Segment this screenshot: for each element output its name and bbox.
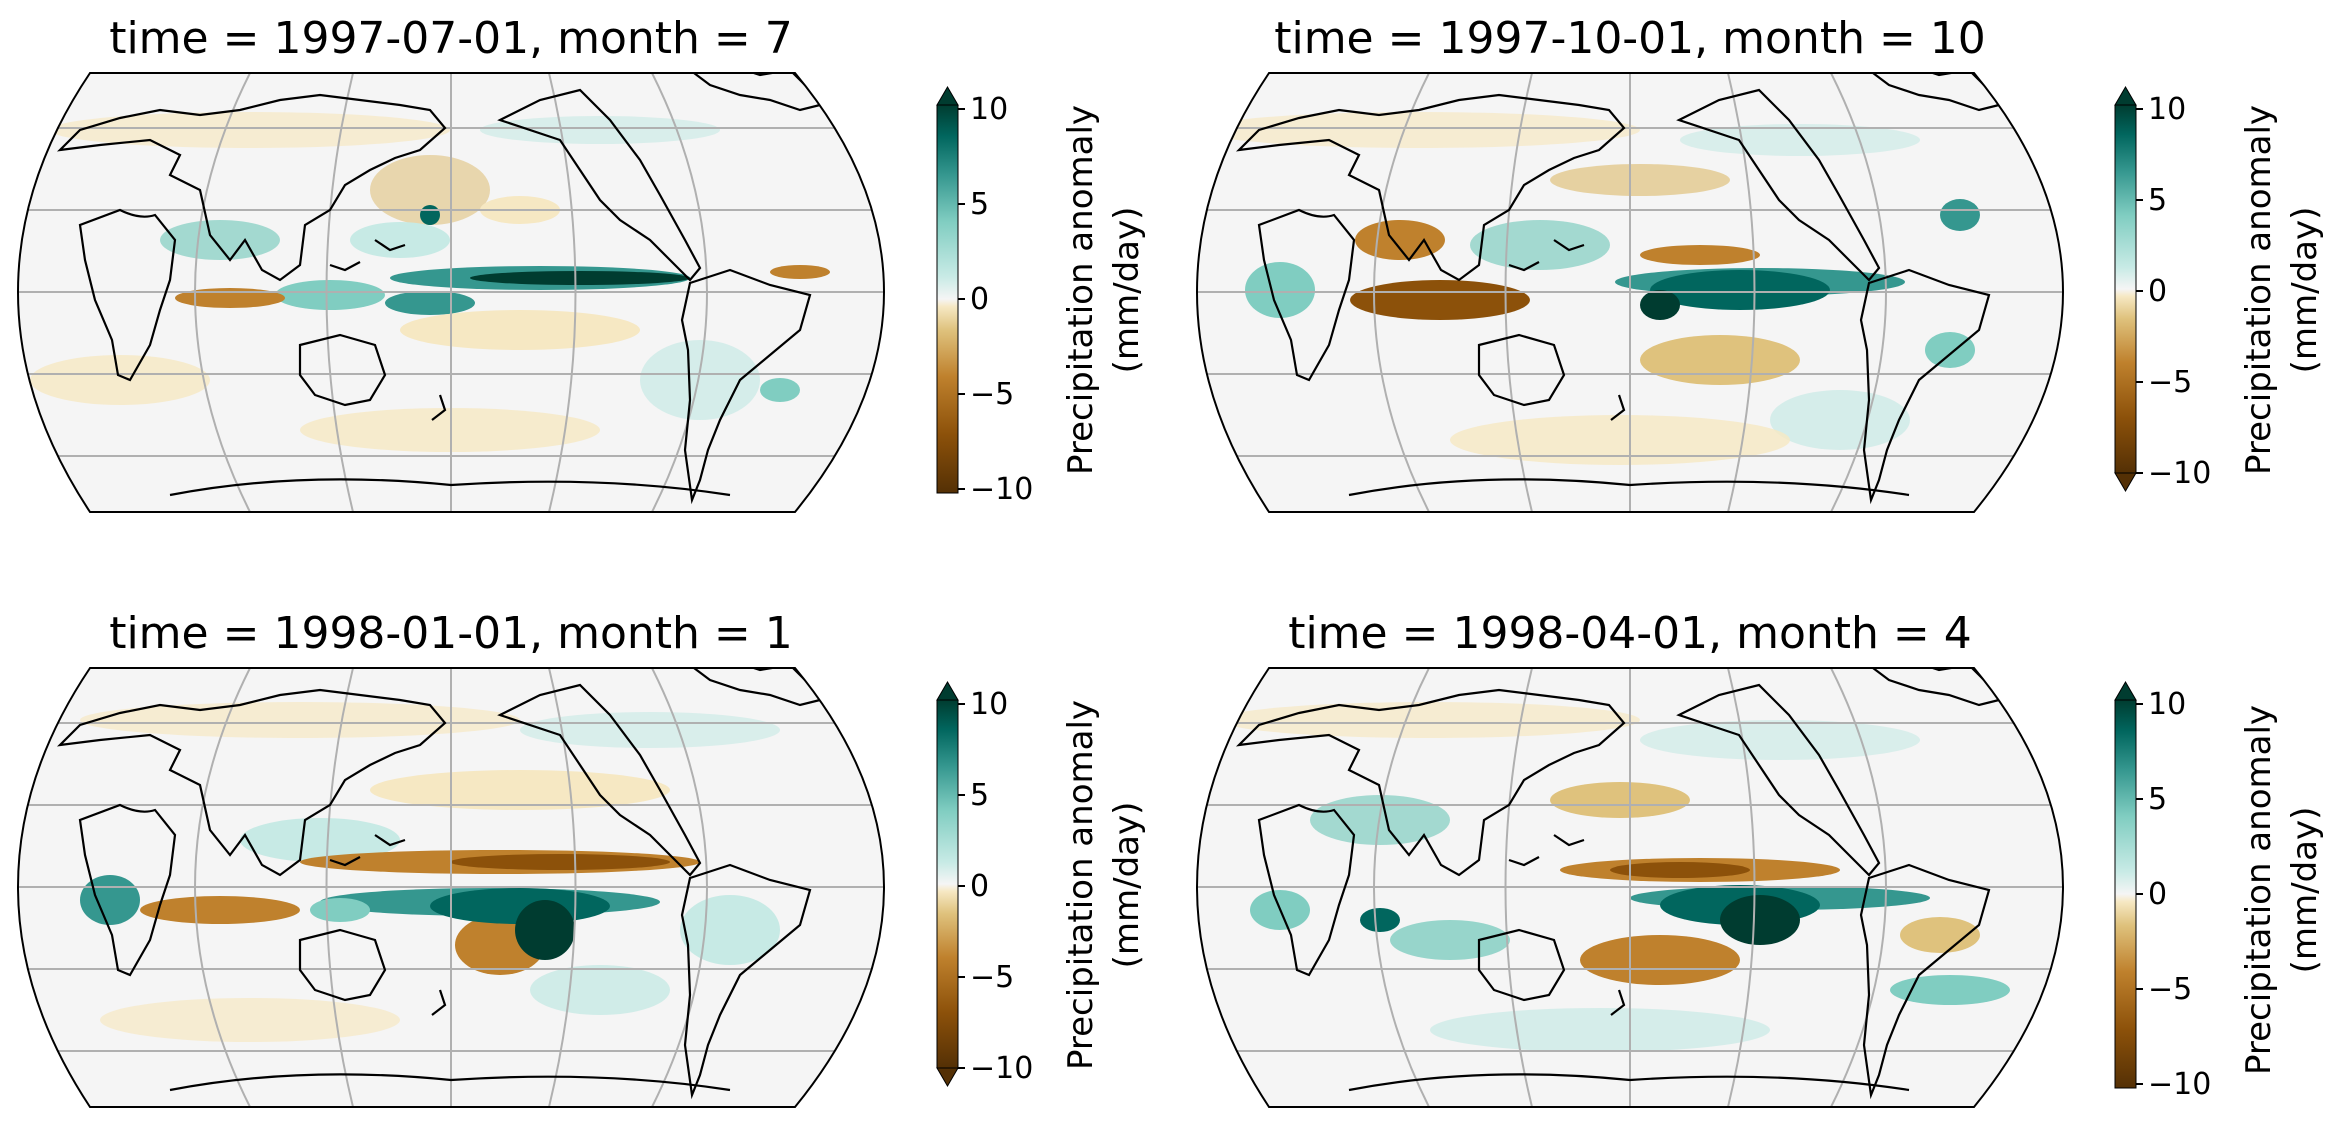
gridlines <box>18 668 884 1107</box>
colorbar-label: Precipitation anomaly <box>2239 705 2279 1075</box>
colorbar-gradient <box>2114 104 2137 474</box>
colorbar-tick-label: 0 <box>2148 274 2167 309</box>
gridlines <box>1197 73 2063 512</box>
panel-title: time = 1998-01-01, month = 1 <box>109 608 793 659</box>
colorbar-label-units: (mm/day) <box>1107 802 1147 969</box>
colorbar-tick-label: 10 <box>970 92 1008 127</box>
map-frame <box>16 72 886 513</box>
gridlines <box>1197 668 2063 1107</box>
colorbar-tick-label: −5 <box>2148 365 2192 400</box>
map-frame <box>16 667 886 1108</box>
colorbar-tick-label: −10 <box>970 1051 1033 1086</box>
precipitation-field <box>1197 668 2063 1107</box>
colorbar-extend-max <box>2114 86 2137 106</box>
map-4 <box>1195 667 2065 1108</box>
coastlines <box>1235 73 2001 505</box>
panel-4: time = 1998-04-01, month = 4 <box>1195 608 2325 1108</box>
panel-title: time = 1997-10-01, month = 10 <box>1274 13 1986 64</box>
colorbar-tick-label: 0 <box>2148 877 2167 912</box>
colorbar-label-units: (mm/day) <box>2285 207 2325 374</box>
colorbar-extend-min <box>2114 472 2137 492</box>
colorbar-label: Precipitation anomaly <box>1061 105 1101 475</box>
panel-title: time = 1997-07-01, month = 7 <box>109 13 793 64</box>
colorbar-tick-label: 10 <box>970 687 1008 722</box>
colorbar-3: 10 5 0 −5 −10 Precipitation anomaly (mm/… <box>936 681 1147 1087</box>
colorbar-tick-label: 0 <box>970 282 989 317</box>
colorbar-1: 10 5 0 −5 −10 Precipitation anomaly (mm/… <box>936 86 1147 507</box>
panel-title: time = 1998-04-01, month = 4 <box>1288 608 1972 659</box>
colorbar-label: Precipitation anomaly <box>1061 700 1101 1070</box>
colorbar-tick-label: −10 <box>2148 456 2211 491</box>
colorbar-gradient <box>936 699 959 1069</box>
coastlines <box>56 73 822 505</box>
map-frame <box>1195 72 2065 513</box>
colorbar-extend-max <box>936 86 959 106</box>
colorbar-tick-label: −5 <box>970 960 1014 995</box>
colorbar-label: Precipitation anomaly <box>2239 105 2279 475</box>
colorbar-gradient <box>2114 699 2137 1089</box>
colorbar-tick-label: 5 <box>2148 782 2167 817</box>
colorbar-extend-max <box>936 681 959 701</box>
colorbar-tick-label: −10 <box>2148 1067 2211 1102</box>
map-2 <box>1195 72 2065 513</box>
map-1 <box>16 72 886 513</box>
colorbar-tick-label: −5 <box>970 377 1014 412</box>
panel-2: time = 1997-10-01, month = 10 <box>1195 13 2325 513</box>
colorbar-gradient <box>936 104 959 494</box>
colorbar-label-units: (mm/day) <box>2285 807 2325 974</box>
colorbar-tick-label: 5 <box>970 187 989 222</box>
colorbar-tick-label: 0 <box>970 869 989 904</box>
map-3 <box>16 667 886 1108</box>
precipitation-field <box>18 73 884 512</box>
colorbar-tick-label: −10 <box>970 472 1033 507</box>
colorbar-4: 10 5 0 −5 −10 Precipitation anomaly (mm/… <box>2114 681 2325 1102</box>
colorbar-tick-label: 5 <box>970 778 989 813</box>
panel-3: time = 1998-01-01, month = 1 <box>16 608 1147 1108</box>
colorbar-2: 10 5 0 −5 −10 Precipitation anomaly (mm/… <box>2114 86 2325 492</box>
colorbar-tick-label: 5 <box>2148 183 2167 218</box>
colorbar-tick-label: −5 <box>2148 972 2192 1007</box>
map-frame <box>1195 667 2065 1108</box>
colorbar-tick-label: 10 <box>2148 687 2186 722</box>
colorbar-tick-label: 10 <box>2148 92 2186 127</box>
colorbar-extend-min <box>936 1067 959 1087</box>
gridlines <box>18 73 884 512</box>
colorbar-extend-max <box>2114 681 2137 701</box>
colorbar-label-units: (mm/day) <box>1107 207 1147 374</box>
precipitation-field <box>18 668 884 1107</box>
precipitation-field <box>1197 73 2063 512</box>
panel-1: time = 1997-07-01, month = 7 <box>16 13 1147 513</box>
